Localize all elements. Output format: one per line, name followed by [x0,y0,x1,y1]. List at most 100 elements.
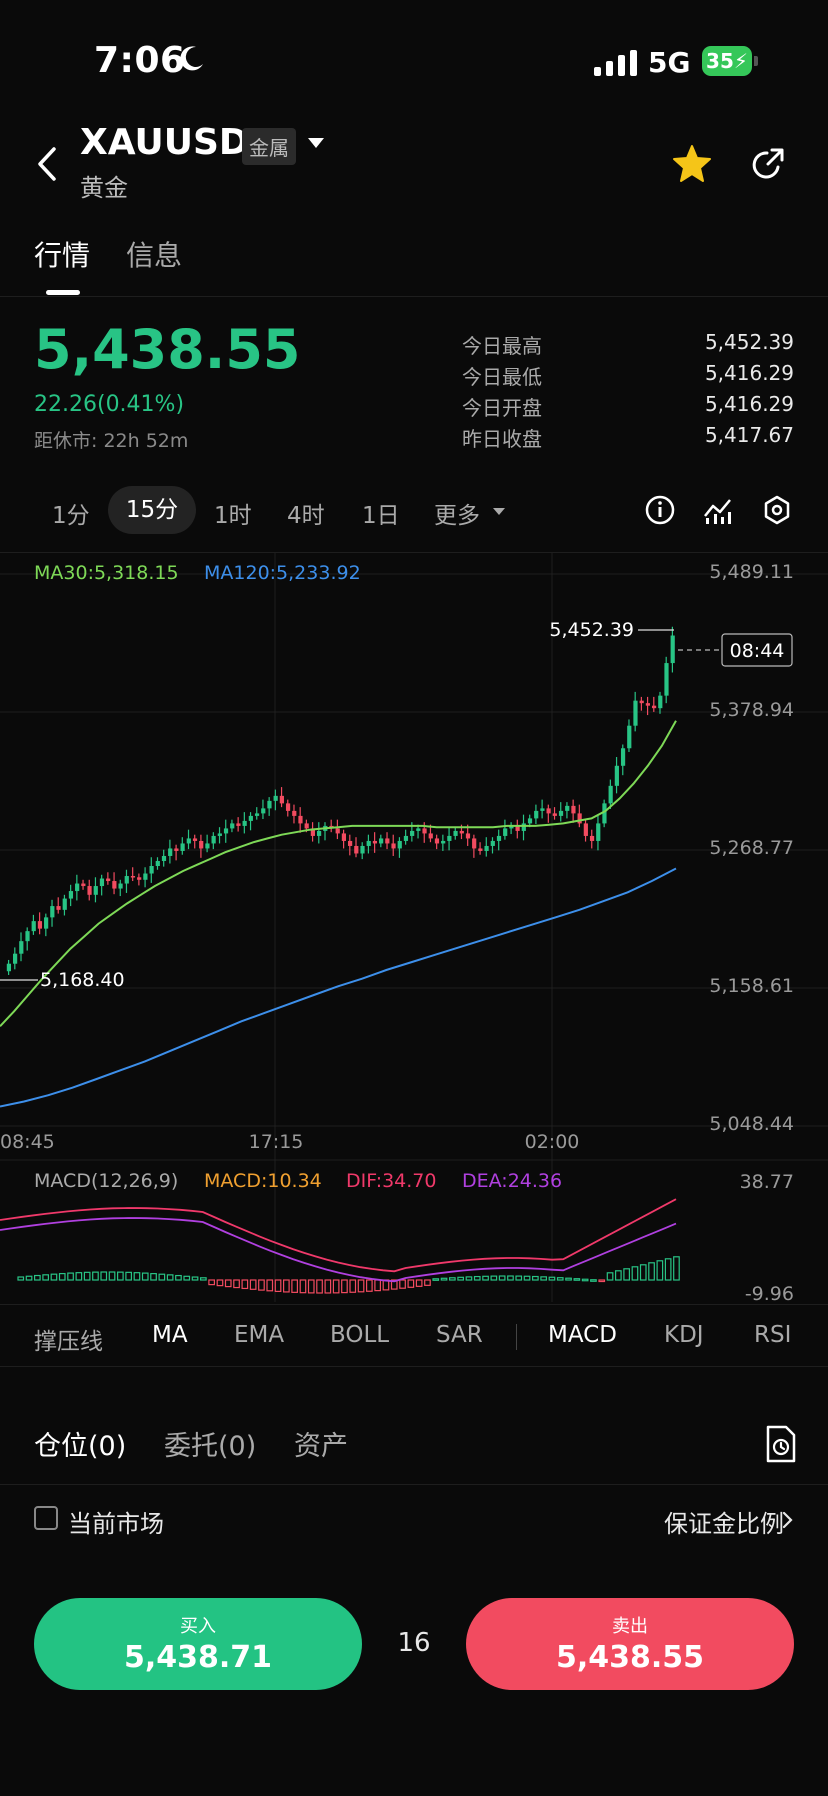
macd-histogram-bar [473,1275,481,1281]
stat-value-prev-close: 5,417.67 [704,423,794,447]
candle-body [651,705,657,709]
indicator-bottom-divider [0,1366,828,1367]
symbol-dropdown-icon[interactable] [308,138,324,148]
candle-body [242,820,247,826]
indicator-ema[interactable]: EMA [234,1322,285,1348]
chart-top-divider [0,552,828,553]
candle-body [366,840,371,846]
macd-histogram-bar [341,1279,348,1294]
candle-body [130,876,136,878]
chart-settings-icon[interactable] [761,494,793,526]
indicator-kdj[interactable]: KDJ [664,1322,704,1348]
macd-histogram-bar [133,1272,141,1281]
macd-histogram-bar [216,1279,224,1287]
tab-info[interactable]: 信息 [126,239,183,272]
macd-histogram-bar [324,1279,332,1294]
indicator-macd[interactable]: MACD [548,1322,617,1348]
more-caret-icon[interactable] [493,508,505,515]
interval-1h[interactable]: 1时 [214,503,252,529]
macd-y-tick: -9.96 [745,1283,794,1302]
macd-histogram-bar [415,1279,423,1287]
indicator-rsi[interactable]: RSI [754,1322,792,1348]
tab-assets[interactable]: 资产 [294,1431,348,1462]
macd-histogram-bar [565,1277,572,1281]
candle-body [577,813,582,824]
stat-label-prev-close: 昨日收盘 [462,427,542,451]
candle-body [391,843,396,849]
battery-cap [754,56,758,66]
macd-histogram-bar [75,1272,83,1281]
current-market-checkbox[interactable] [34,1506,58,1530]
tab-positions[interactable]: 仓位(0) [34,1431,127,1462]
info-icon[interactable] [644,494,676,526]
candle-body [397,840,402,849]
macd-histogram-bar [291,1279,298,1293]
interval-4h[interactable]: 4时 [287,503,325,529]
candle-body [571,805,576,814]
candle-body [589,835,595,841]
indicator-support-resistance[interactable]: 撑压线 [34,1329,103,1355]
history-document-icon[interactable] [764,1424,798,1464]
candle-body [310,828,315,836]
y-tick-label: 5,489.11 [709,561,794,583]
indicator-boll[interactable]: BOLL [330,1322,390,1348]
candle-body [596,823,601,841]
margin-ratio-link[interactable]: 保证金比例 [664,1510,784,1538]
indicator-ma[interactable]: MA [152,1322,188,1348]
indicator-separator [516,1324,517,1350]
candle-body [645,703,650,706]
macd-histogram-bar [424,1279,431,1286]
candle-body [354,845,359,854]
macd-histogram-bar [175,1274,182,1281]
sell-button[interactable]: 卖出 5,438.55 [466,1598,794,1690]
macd-histogram-bar [233,1279,240,1289]
category-tag[interactable]: 金属 [242,128,296,165]
candle-body [565,805,570,811]
interval-more[interactable]: 更多 [434,503,480,529]
symbol-title[interactable]: XAUUSD [80,122,249,163]
candle-body [285,803,291,811]
macd-title: MACD(12,26,9) [34,1170,179,1192]
candle-body [137,877,142,880]
tab-market[interactable]: 行情 [34,239,91,272]
buy-button[interactable]: 买入 5,438.71 [34,1598,362,1690]
stat-label-low: 今日最低 [462,365,542,389]
candle-body [472,838,477,849]
favorite-star-icon[interactable] [672,144,712,184]
macd-y-tick: 38.77 [740,1171,794,1193]
x-tick-label: 02:00 [525,1131,580,1153]
sell-label: 卖出 [612,1616,648,1637]
share-icon[interactable] [748,146,786,184]
interval-1d[interactable]: 1日 [362,503,400,529]
candle-body [422,828,427,834]
interval-15m[interactable]: 15分 [108,486,196,534]
indicator-chart-icon[interactable] [702,494,734,526]
candle-body [298,815,303,824]
macd-histogram-bar [258,1279,265,1291]
candle-body [192,838,198,841]
high-marker-label: 5,452.39 [549,619,634,641]
stat-value-high: 5,452.39 [704,330,794,354]
low-marker-label: 5,168.40 [40,969,125,991]
candle-body [441,840,446,844]
interval-1m[interactable]: 1分 [52,503,90,529]
macd-histogram-bar [490,1275,498,1281]
macd-histogram-bar [191,1276,199,1281]
indicator-sar[interactable]: SAR [436,1322,483,1348]
candle-body [81,883,86,887]
candle-body [447,835,452,841]
ma30-label: MA30:5,318.15 [34,562,179,584]
candle-body [211,835,216,844]
price-chart[interactable]: 5,489.11 5,378.94 5,268.77 5,158.61 5,048.44… [0,552,828,1302]
candle-body [118,883,123,889]
candle-body [627,725,632,749]
chevron-right-icon[interactable] [780,1511,794,1529]
candle-body [124,876,129,884]
candle-body [19,941,24,954]
candle-body [664,663,669,696]
tab-orders[interactable]: 委托(0) [164,1431,257,1462]
candle-body [465,833,471,839]
macd-histogram-bar [200,1277,207,1281]
back-arrow-icon[interactable] [34,146,60,182]
current-market-label[interactable]: 当前市场 [68,1510,164,1538]
